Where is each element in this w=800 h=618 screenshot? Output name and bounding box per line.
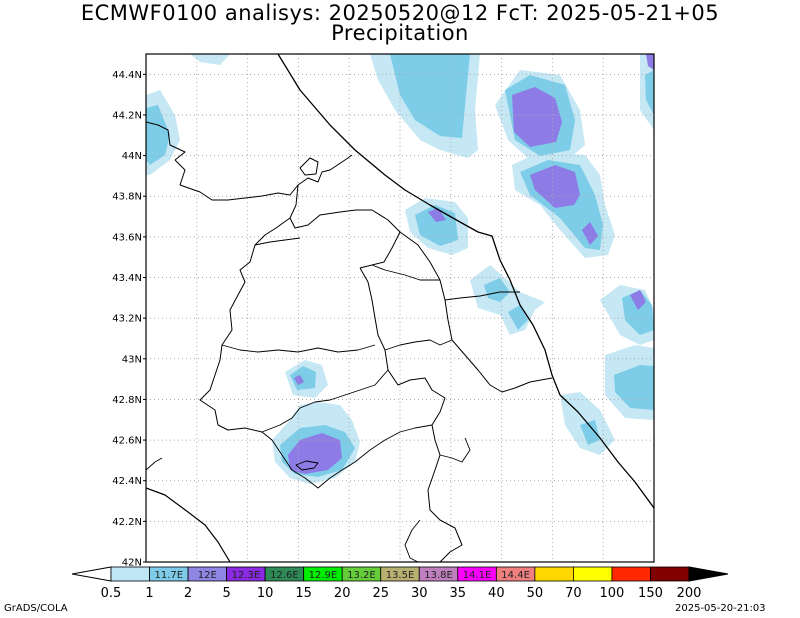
colorbar-swatch-label: 14.1E: [463, 570, 492, 581]
lake-trasimeno: [295, 460, 319, 471]
colorbar-swatch: [110, 566, 150, 582]
colorbar-tick-label: 5: [222, 586, 230, 601]
colorbar-tick-label: 50: [527, 586, 544, 601]
province-border-2: [444, 291, 520, 301]
colorbar-swatch: [534, 566, 574, 582]
colorbar-swatch-label: 12.6E: [270, 570, 299, 581]
lat-label: 42.4N: [112, 476, 142, 487]
province-border-1: [371, 264, 440, 281]
region-border-umbria-east: [359, 267, 463, 562]
province-border-9: [254, 237, 301, 246]
colorbar-tick-label: 0.5: [101, 586, 122, 601]
lat-label: 42.6N: [112, 436, 142, 447]
footer-right: 2025-05-20-21:03: [675, 603, 766, 614]
colorbar-swatch-label: 12E: [198, 570, 217, 581]
adriatic-coastline: [277, 54, 654, 509]
map-frame: [145, 53, 655, 563]
latitude-labels: 44.4N 44.2N 44N 43.8N 43.6N 43.4N 43.2N 43N 42.8…: [112, 70, 146, 569]
lat-label: 43.4N: [112, 273, 142, 284]
colorbar-tick-label: 40: [488, 586, 505, 601]
lat-label: 43.8N: [112, 192, 142, 203]
province-border-6: [221, 344, 376, 353]
colorbar-swatch-label: 12.9E: [309, 570, 338, 581]
lat-label: 43.2N: [112, 314, 142, 325]
map-title: ECMWF0100 analisys: 20250520@12 FcT: 202…: [80, 1, 720, 25]
colorbar-swatch: [611, 566, 651, 582]
colorbar-tick-label: 100: [600, 586, 625, 601]
province-border-10: [146, 457, 163, 471]
province-border-8: [404, 519, 421, 562]
lat-label: 42.8N: [112, 395, 142, 406]
colorbar-swatch-label: 13.5E: [386, 570, 415, 581]
enclave: [299, 157, 319, 176]
precip-level-3: [288, 54, 654, 474]
region-border-marche-west: [289, 184, 401, 269]
colorbar-under-arrow: [71, 566, 112, 582]
province-border-7: [439, 437, 471, 463]
colorbar-swatch-label: 14.4E: [501, 570, 530, 581]
colorbar-tick-label: 35: [450, 586, 467, 601]
footer-left: GrADS/COLA: [4, 603, 68, 614]
province-border-3: [384, 339, 453, 351]
colorbar-swatch-label: 13.2E: [347, 570, 376, 581]
colorbar-tick-label: 10: [257, 586, 274, 601]
lat-label: 44N: [122, 151, 142, 162]
lat-label: 44.4N: [112, 70, 142, 81]
colorbar-swatch: [573, 566, 613, 582]
northwest-coastline: [146, 121, 186, 161]
tyrrhenian-coastline: [146, 487, 231, 562]
region-border-marche-south: [399, 231, 553, 393]
colorbar-over-arrow: [688, 566, 729, 582]
province-border-5: [271, 424, 433, 489]
colorbar-tick-label: 70: [565, 586, 582, 601]
colorbar-tick-label: 200: [677, 586, 702, 601]
colorbar-swatch: [650, 566, 690, 582]
region-border-north: [174, 154, 353, 201]
lat-label: 43.6N: [112, 232, 142, 243]
colorbar-swatch-label: 13.8E: [424, 570, 453, 581]
lat-lon-grid: [146, 54, 654, 562]
colorbar-tick-label: 20: [334, 586, 351, 601]
colorbar-tick-label: 2: [184, 586, 192, 601]
colorbar: 11.7E 12E 12.3E 12.6E 12.9E 13.2E 13.5E 13.8E 14…: [71, 566, 729, 601]
lat-label: 43N: [122, 354, 142, 365]
colorbar-tick-label: 150: [638, 586, 663, 601]
colorbar-tick-label: 25: [372, 586, 389, 601]
lat-label: 42N: [122, 558, 142, 569]
colorbar-tick-label: 15: [295, 586, 312, 601]
province-border-4: [261, 369, 389, 433]
lat-label: 44.2N: [112, 110, 142, 121]
colorbar-tick-label: 1: [145, 586, 153, 601]
colorbar-swatch-label: 12.3E: [232, 570, 261, 581]
lat-label: 42.2N: [112, 517, 142, 528]
colorbar-swatch-label: 11.7E: [155, 570, 184, 581]
coastline-and-borders: [146, 54, 654, 562]
map-subtitle: Precipitation: [331, 21, 469, 45]
region-border-tuscany-umbria: [199, 217, 291, 441]
colorbar-tick-label: 30: [411, 586, 428, 601]
